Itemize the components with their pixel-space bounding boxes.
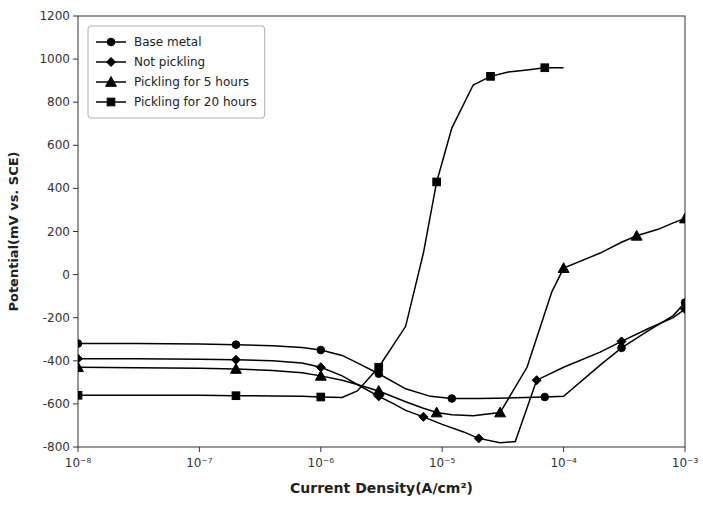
y-tick <box>73 317 78 318</box>
series-marker <box>474 434 483 443</box>
series-line <box>78 303 685 399</box>
series-marker <box>78 340 82 348</box>
series-marker <box>631 230 642 240</box>
series-marker <box>78 391 82 399</box>
legend-box <box>88 26 265 118</box>
series-marker <box>373 386 384 396</box>
y-tick-label: -400 <box>43 354 70 368</box>
y-tick-label: -800 <box>43 440 70 454</box>
chart: -800 -600 -400 -200 0 200 400 600 800 1000 1200 10⁻… <box>0 0 703 505</box>
x-tick-label: 10⁻⁶ <box>308 456 335 470</box>
series-marker <box>680 213 685 223</box>
y-tick <box>73 188 78 189</box>
y-tick-label: 1000 <box>39 52 70 66</box>
y-tick <box>73 59 78 60</box>
y-tick-label: 600 <box>47 138 70 152</box>
y-tick <box>73 274 78 275</box>
series-marker <box>232 341 240 349</box>
x-tick <box>78 447 79 452</box>
y-tick <box>73 403 78 404</box>
x-tick <box>442 447 443 452</box>
x-tick-label: 10⁻⁵ <box>429 456 456 470</box>
x-tick <box>563 447 564 452</box>
series-marker <box>375 363 383 371</box>
series-marker <box>78 354 83 363</box>
series-marker <box>558 263 569 273</box>
series-marker <box>315 370 326 380</box>
legend-label: Base metal <box>134 35 202 49</box>
x-tick-label: 10⁻⁷ <box>186 456 213 470</box>
y-tick-label: 800 <box>47 95 70 109</box>
series-marker <box>495 407 506 417</box>
plot-area <box>78 16 685 447</box>
x-axis-label: Current Density(A/cm²) <box>290 480 473 496</box>
series-marker <box>232 392 240 400</box>
y-tick-label: 200 <box>47 225 70 239</box>
series-marker <box>431 407 442 417</box>
x-tick <box>685 447 686 452</box>
series-marker <box>617 337 626 346</box>
y-tick-label: 1200 <box>39 9 70 23</box>
x-tick <box>320 447 321 452</box>
series-marker <box>541 393 549 401</box>
x-tick-label: 10⁻⁸ <box>65 456 92 470</box>
legend-marker <box>107 98 115 106</box>
legend-marker <box>107 58 116 67</box>
series-marker <box>448 395 456 403</box>
series-marker <box>433 178 441 186</box>
legend-label: Pickling for 20 hours <box>134 95 257 109</box>
x-tick-label: 10⁻³ <box>672 456 699 470</box>
series-group <box>78 64 685 443</box>
series-marker <box>78 362 83 372</box>
y-tick <box>73 102 78 103</box>
x-tick-label: 10⁻⁴ <box>550 456 577 470</box>
y-axis-label: Potential(mV vs. SCE) <box>6 151 21 311</box>
x-tick <box>199 447 200 452</box>
y-tick <box>73 360 78 361</box>
series-marker <box>541 64 549 72</box>
legend-label: Not pickling <box>134 55 205 69</box>
series-marker <box>317 346 325 354</box>
series-line <box>78 219 685 416</box>
legend-marker <box>106 77 117 87</box>
series-marker <box>532 376 541 385</box>
y-tick <box>73 447 78 448</box>
y-tick <box>73 16 78 17</box>
y-tick-label: -200 <box>43 311 70 325</box>
legend-label: Pickling for 5 hours <box>134 75 249 89</box>
y-tick-label: 0 <box>62 268 70 282</box>
y-tick <box>73 145 78 146</box>
legend-marker <box>107 38 115 46</box>
series-line <box>78 309 685 443</box>
series-marker <box>317 393 325 401</box>
y-tick <box>73 231 78 232</box>
series-marker <box>231 364 242 374</box>
plot-frame <box>78 16 685 447</box>
series-marker <box>419 412 428 421</box>
y-tick-label: -600 <box>43 397 70 411</box>
legend: Base metal Not pickling Pickling for 5 hou… <box>88 26 265 118</box>
y-tick-label: 400 <box>47 181 70 195</box>
series-marker <box>487 73 495 81</box>
series-marker <box>681 305 686 314</box>
